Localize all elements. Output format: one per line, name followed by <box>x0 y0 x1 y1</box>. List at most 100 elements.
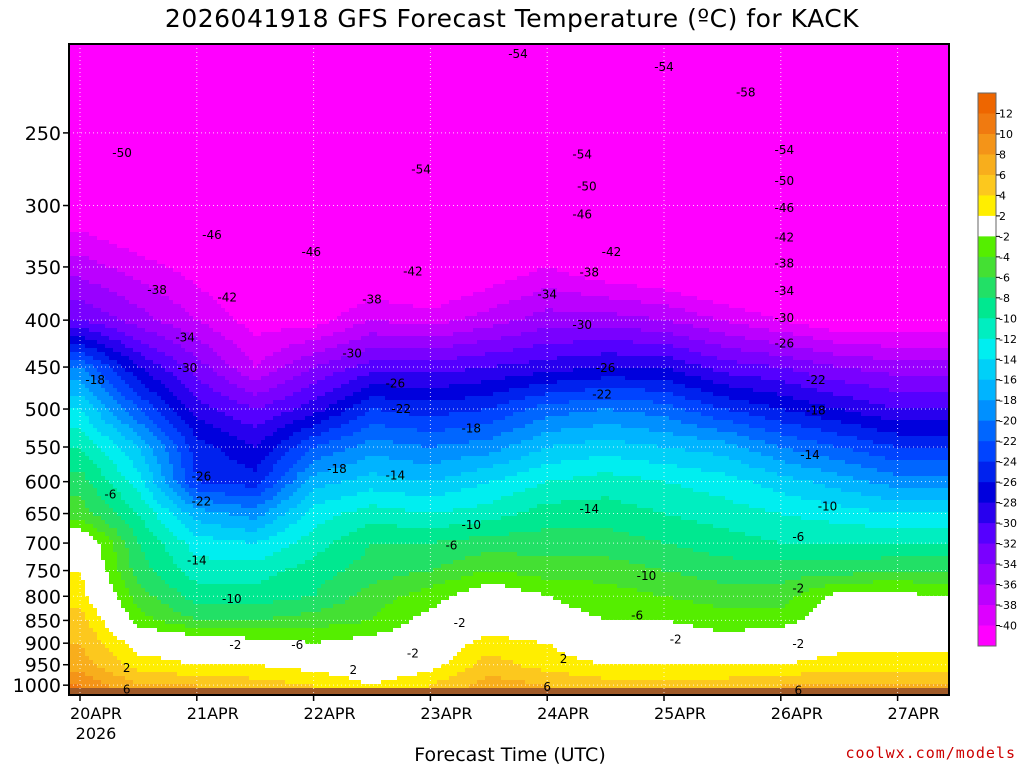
field-cell <box>893 80 898 85</box>
field-cell <box>785 96 790 101</box>
field-cell <box>657 100 662 105</box>
field-cell <box>901 56 906 61</box>
field-cell <box>93 100 98 105</box>
field-cell <box>473 48 478 53</box>
field-cell <box>805 64 810 69</box>
field-cell <box>321 72 326 77</box>
field-cell <box>925 64 930 69</box>
field-cell <box>793 64 798 69</box>
field-cell <box>393 84 398 89</box>
field-cell <box>269 100 274 105</box>
field-cell <box>93 92 98 97</box>
field-cell <box>437 48 442 53</box>
field-cell <box>317 112 322 117</box>
field-cell <box>581 76 586 81</box>
field-cell <box>793 96 798 101</box>
field-cell <box>745 100 750 105</box>
field-cell <box>129 108 134 113</box>
field-cell <box>849 88 854 93</box>
field-cell <box>881 92 886 97</box>
field-cell <box>717 108 722 113</box>
field-cell <box>453 56 458 61</box>
field-cell <box>573 52 578 57</box>
field-cell <box>537 104 542 109</box>
field-cell <box>745 64 750 69</box>
field-cell <box>713 108 718 113</box>
field-cell <box>565 72 570 77</box>
field-cell <box>381 104 386 109</box>
field-cell <box>749 108 754 113</box>
field-cell <box>269 60 274 65</box>
field-cell <box>469 76 474 81</box>
field-cell <box>645 96 650 101</box>
field-cell <box>341 60 346 65</box>
field-cell <box>841 72 846 77</box>
field-cell <box>109 52 114 57</box>
field-cell <box>89 112 94 117</box>
field-cell <box>453 104 458 109</box>
field-cell <box>537 88 542 93</box>
field-cell <box>337 48 342 53</box>
field-cell <box>533 108 538 113</box>
field-cell <box>433 104 438 109</box>
field-cell <box>173 56 178 61</box>
field-cell <box>293 108 298 113</box>
field-cell <box>929 48 934 53</box>
field-cell <box>245 92 250 97</box>
field-cell <box>649 88 654 93</box>
field-cell <box>477 88 482 93</box>
field-cell <box>325 112 330 117</box>
field-cell <box>429 96 434 101</box>
field-cell <box>221 60 226 65</box>
field-cell <box>273 68 278 73</box>
field-cell <box>277 84 282 89</box>
field-cell <box>865 64 870 69</box>
field-cell <box>365 52 370 57</box>
field-cell <box>401 100 406 105</box>
field-cell <box>213 60 218 65</box>
field-cell <box>385 92 390 97</box>
field-cell <box>489 96 494 101</box>
field-cell <box>789 64 794 69</box>
field-cell <box>609 104 614 109</box>
field-cell <box>249 108 254 113</box>
field-cell <box>701 60 706 65</box>
field-cell <box>417 80 422 85</box>
field-cell <box>125 112 130 117</box>
field-cell <box>753 60 758 65</box>
field-cell <box>265 100 270 105</box>
field-cell <box>373 96 378 101</box>
field-cell <box>265 92 270 97</box>
field-cell <box>665 52 670 57</box>
field-cell <box>389 72 394 77</box>
field-cell <box>365 76 370 81</box>
field-cell <box>485 68 490 73</box>
field-cell <box>89 60 94 65</box>
field-cell <box>585 48 590 53</box>
field-cell <box>449 100 454 105</box>
field-cell <box>673 108 678 113</box>
field-cell <box>477 100 482 105</box>
field-cell <box>717 100 722 105</box>
field-cell <box>873 88 878 93</box>
field-cell <box>101 112 106 117</box>
field-cell <box>177 52 182 57</box>
field-cell <box>713 72 718 77</box>
field-cell <box>741 100 746 105</box>
field-cell <box>209 108 214 113</box>
field-cell <box>93 56 98 61</box>
field-cell <box>381 60 386 65</box>
field-cell <box>157 100 162 105</box>
field-cell <box>833 68 838 73</box>
field-cell <box>425 72 430 77</box>
field-cell <box>865 92 870 97</box>
field-cell <box>329 52 334 57</box>
field-cell <box>629 64 634 69</box>
field-cell <box>381 48 386 53</box>
field-cell <box>177 88 182 93</box>
field-cell <box>329 56 334 61</box>
field-cell <box>773 72 778 77</box>
field-cell <box>533 52 538 57</box>
field-cell <box>801 88 806 93</box>
field-cell <box>385 52 390 57</box>
